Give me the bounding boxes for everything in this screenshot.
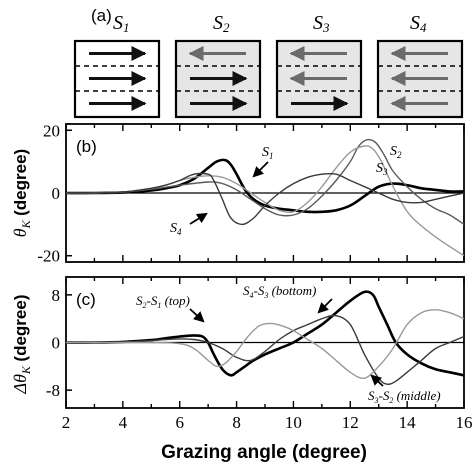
state-title-s3: S3 (313, 12, 330, 35)
series-line-s2-s1 (66, 290, 464, 377)
panel-a: (a) S1 S2 S3 S4 (73, 6, 464, 119)
svg-text:θK (degree): θK (degree) (10, 149, 33, 237)
panel-b: (b) θK (degree) 20 0 -20 S1 S2 S3 S4 (10, 121, 465, 266)
series-line-s2 (66, 138, 464, 225)
series-line-s1 (66, 158, 464, 214)
panel-b-ylabel: θK (degree) (10, 149, 33, 237)
y-tick-label: 0 (52, 334, 61, 353)
y-tick-label: -20 (37, 247, 60, 266)
state-boxes (73, 39, 464, 119)
y-tick-label: 0 (52, 184, 61, 203)
series-line-s4 (66, 172, 464, 226)
y-tick-label: -8 (46, 381, 60, 400)
annot-s1: S1 (262, 145, 274, 161)
series-line-s3-s2 (66, 314, 464, 385)
x-tick-label: 4 (119, 413, 128, 432)
annot-s2-s1: S2-S1 (top) (136, 293, 190, 310)
annot-s2: S2 (390, 144, 402, 160)
state-box-3 (275, 39, 363, 119)
state-title-s4: S4 (410, 12, 427, 35)
x-tick-label: 8 (232, 413, 241, 432)
state-box-1 (73, 39, 161, 119)
annot-s3-s2: S3-S2 (middle) (368, 388, 441, 405)
panel-c: (c) ΔθK (degree) 8 0 -82 4 6 8 10 12 14 16 S2-S1 … (10, 276, 473, 463)
panel-c-plot: 8 0 -82 4 6 8 10 12 14 16 (46, 277, 473, 432)
y-tick-label: 20 (43, 121, 60, 140)
annot-s3: S3 (376, 161, 388, 177)
annot-s1-arrow (252, 161, 269, 178)
annot-s4-s3-arrow (317, 298, 333, 314)
x-tick-label: 2 (62, 413, 71, 432)
annot-s4-arrow (189, 212, 208, 225)
y-tick-label: 8 (52, 286, 61, 305)
svg-text:ΔθK (degree): ΔθK (degree) (10, 295, 33, 395)
x-tick-label: 16 (456, 413, 473, 432)
panel-c-ylabel-unit: (degree) (11, 295, 30, 362)
annot-s3-s2-arrow (370, 374, 384, 387)
state-box-4 (376, 39, 464, 119)
x-tick-label: 10 (285, 413, 302, 432)
panel-c-ylabel-sub: K (19, 365, 33, 375)
panel-c-ylabel: ΔθK (degree) (10, 295, 33, 395)
x-axis-label: Grazing angle (degree) (161, 442, 367, 463)
state-box-2 (174, 39, 262, 119)
state-title-s2: S2 (213, 12, 230, 35)
panel-c-ylabel-symbol: Δθ (10, 374, 30, 395)
x-tick-label: 14 (399, 413, 417, 432)
series-line-s3 (66, 145, 464, 257)
x-tick-label: 6 (175, 413, 184, 432)
annot-s4: S4 (170, 221, 182, 237)
series-line-s4-s3 (66, 309, 464, 380)
state-title-s1: S1 (113, 12, 130, 35)
panel-b-ylabel-symbol: θ (10, 228, 30, 237)
panel-c-label: (c) (76, 290, 96, 309)
panel-b-label: (b) (76, 137, 97, 156)
x-tick-label: 12 (342, 413, 359, 432)
annot-s2-s1-arrow (189, 308, 205, 323)
panel-a-label: (a) (91, 6, 112, 25)
panel-b-plot: 20 0 -20 (37, 121, 465, 266)
panel-b-ylabel-unit: (degree) (11, 149, 30, 216)
panel-b-ylabel-sub: K (19, 219, 33, 229)
annot-s4-s3: S4-S3 (bottom) (243, 283, 316, 300)
